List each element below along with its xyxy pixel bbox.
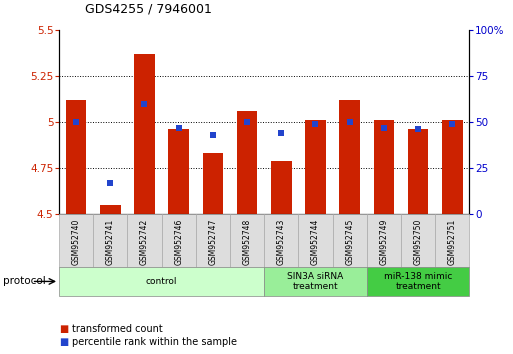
- Bar: [196, 214, 230, 267]
- Bar: [230, 214, 264, 267]
- Bar: [332, 214, 367, 267]
- Text: miR-138 mimic
treatment: miR-138 mimic treatment: [384, 272, 452, 291]
- Text: GDS4255 / 7946001: GDS4255 / 7946001: [85, 3, 211, 16]
- Text: GSM952743: GSM952743: [277, 218, 286, 265]
- Bar: [401, 214, 435, 267]
- Bar: [408, 130, 428, 214]
- Text: GSM952746: GSM952746: [174, 218, 183, 265]
- Bar: [305, 120, 326, 214]
- Bar: [162, 214, 196, 267]
- Bar: [134, 54, 155, 214]
- Bar: [127, 214, 162, 267]
- Bar: [373, 120, 394, 214]
- Bar: [100, 205, 121, 214]
- Text: GSM952747: GSM952747: [208, 218, 218, 265]
- Text: ■: ■: [59, 337, 68, 347]
- Bar: [340, 100, 360, 214]
- Text: SIN3A siRNA
treatment: SIN3A siRNA treatment: [287, 272, 344, 291]
- Text: GSM952741: GSM952741: [106, 218, 115, 265]
- Bar: [367, 267, 469, 296]
- Text: GSM952749: GSM952749: [380, 218, 388, 265]
- Bar: [59, 267, 264, 296]
- Bar: [271, 161, 291, 214]
- Bar: [264, 267, 367, 296]
- Bar: [237, 111, 258, 214]
- Bar: [168, 130, 189, 214]
- Text: ■: ■: [59, 324, 68, 334]
- Text: transformed count: transformed count: [72, 324, 163, 334]
- Text: GSM952748: GSM952748: [243, 218, 251, 265]
- Bar: [435, 214, 469, 267]
- Bar: [93, 214, 127, 267]
- Text: GSM952744: GSM952744: [311, 218, 320, 265]
- Bar: [442, 120, 463, 214]
- Text: GSM952751: GSM952751: [448, 218, 457, 265]
- Text: percentile rank within the sample: percentile rank within the sample: [72, 337, 237, 347]
- Bar: [66, 100, 86, 214]
- Bar: [264, 214, 299, 267]
- Text: control: control: [146, 277, 177, 286]
- Text: protocol: protocol: [3, 276, 45, 286]
- Text: GSM952750: GSM952750: [413, 218, 423, 265]
- Text: GSM952740: GSM952740: [72, 218, 81, 265]
- Bar: [367, 214, 401, 267]
- Text: GSM952745: GSM952745: [345, 218, 354, 265]
- Bar: [59, 214, 93, 267]
- Text: GSM952742: GSM952742: [140, 218, 149, 265]
- Bar: [299, 214, 332, 267]
- Bar: [203, 153, 223, 214]
